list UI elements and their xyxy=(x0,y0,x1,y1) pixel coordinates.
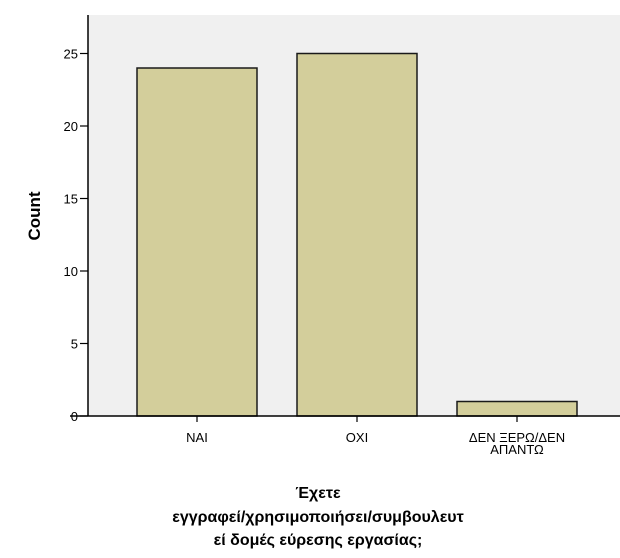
y-tick-label: 0 xyxy=(71,409,78,424)
y-tick-label: 25 xyxy=(64,47,78,62)
y-ticks-group: 0 5 10 15 20 25 xyxy=(64,47,88,424)
y-tick-label: 5 xyxy=(71,337,78,352)
bars-group xyxy=(136,52,578,417)
x-tick-label: ΑΠΑΝΤΩ xyxy=(490,442,544,457)
x-axis-title-line: εί δομές εύρεσης εργασίας; xyxy=(214,532,423,549)
x-tick-label: ΟΧΙ xyxy=(346,430,368,445)
bar-1 xyxy=(136,67,258,417)
y-tick-label: 20 xyxy=(64,119,78,134)
x-tick-label: ΔΕΝ ΞΕΡΩ/ΔΕΝ xyxy=(469,430,565,445)
x-axis-title: Έχετε εγγραφεί/χρησιμοποιήσει/συμβουλευτ ε… xyxy=(172,485,464,549)
x-axis-title-line: Έχετε xyxy=(295,485,341,502)
y-tick-label: 15 xyxy=(64,192,78,207)
y-tick-label: 10 xyxy=(64,264,78,279)
x-axis-title-line: εγγραφεί/χρησιμοποιήσει/συμβουλευτ xyxy=(172,509,464,526)
y-axis-title: Count xyxy=(25,191,44,240)
bar-2 xyxy=(296,52,418,417)
bar-3 xyxy=(456,400,578,417)
x-tick-label: ΝΑΙ xyxy=(186,430,208,445)
